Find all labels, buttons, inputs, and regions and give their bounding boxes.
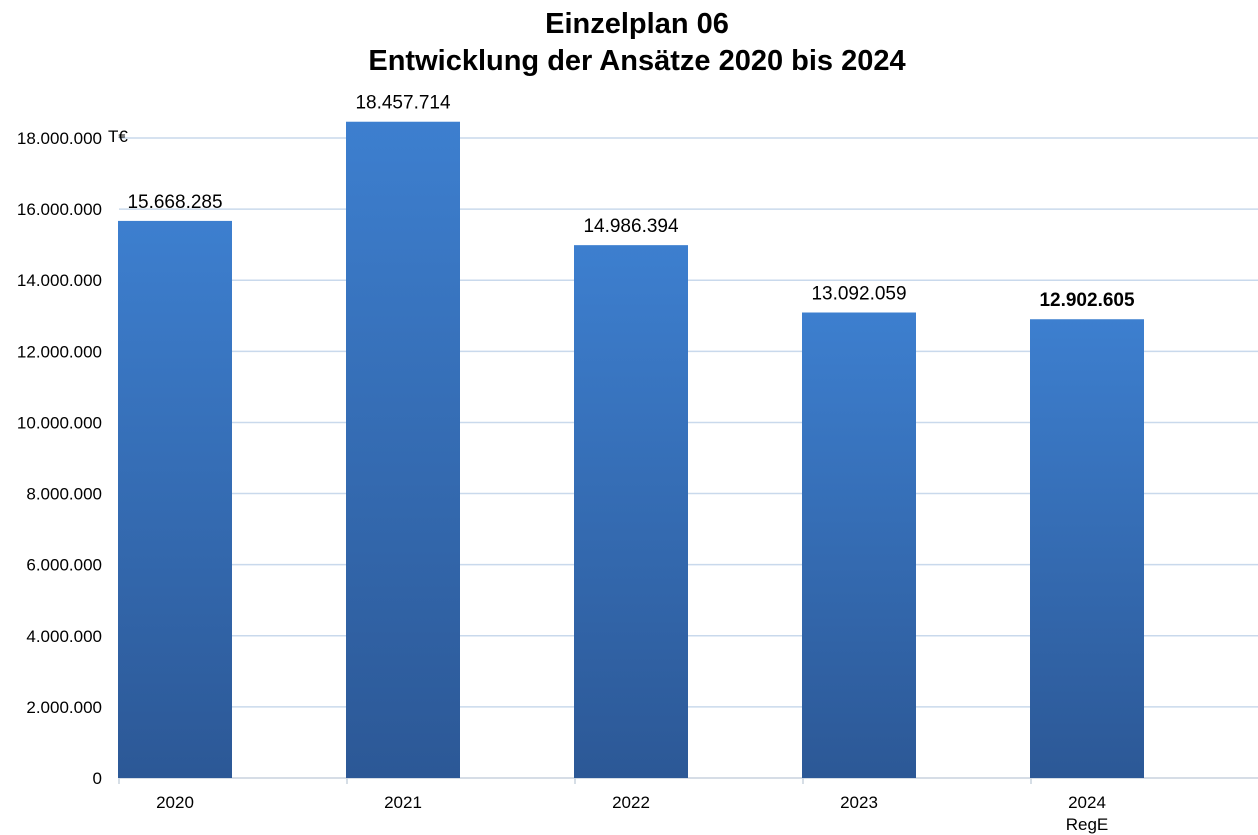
x-tick-sublabel: RegE	[1066, 815, 1109, 834]
data-label: 14.986.394	[583, 216, 679, 237]
data-labels: 15.668.285 18.457.714 14.986.394 13.092.059…	[127, 93, 1135, 312]
bar	[574, 245, 688, 778]
bar	[1030, 319, 1144, 778]
y-tick-label: 8.000.000	[26, 485, 102, 504]
data-label: 13.092.059	[811, 284, 906, 305]
x-tick-label: 2021	[384, 793, 422, 812]
y-tick-label: 6.000.000	[26, 556, 102, 575]
data-label: 12.902.605	[1039, 290, 1135, 311]
x-tick-label: 2020	[156, 793, 194, 812]
chart-title: Einzelplan 06	[545, 8, 729, 40]
unit-layer: T€	[108, 127, 128, 146]
unit-label: T€	[108, 127, 128, 146]
x-tick-label: 2024	[1068, 793, 1106, 812]
bar	[118, 220, 232, 779]
y-tick-label: 4.000.000	[26, 627, 102, 646]
x-axis-ticks: 2020 2021 2022 2023 2024 RegE	[156, 793, 1108, 834]
x-tick-label: 2022	[612, 793, 650, 812]
x-tick-label: 2023	[840, 793, 878, 812]
y-axis-ticks: 0 2.000.000 4.000.000 6.000.000 8.000.000 10.…	[17, 129, 102, 788]
data-label: 18.457.714	[355, 93, 451, 114]
bar	[346, 121, 460, 779]
chart-subtitle: Entwicklung der Ansätze 2020 bis 2024	[368, 45, 906, 77]
y-tick-label: 14.000.000	[17, 271, 102, 290]
y-tick-label: 0	[93, 769, 102, 788]
data-label: 15.668.285	[127, 192, 222, 213]
y-tick-label: 2.000.000	[26, 698, 102, 717]
bars	[118, 121, 1144, 779]
y-tick-label: 16.000.000	[17, 200, 102, 219]
y-tick-label: 10.000.000	[17, 413, 102, 432]
y-tick-label: 18.000.000	[17, 129, 102, 148]
bar	[802, 312, 916, 778]
y-tick-label: 12.000.000	[17, 342, 102, 361]
chart-title-block: Einzelplan 06 Entwicklung der Ansätze 20…	[0, 6, 1258, 80]
